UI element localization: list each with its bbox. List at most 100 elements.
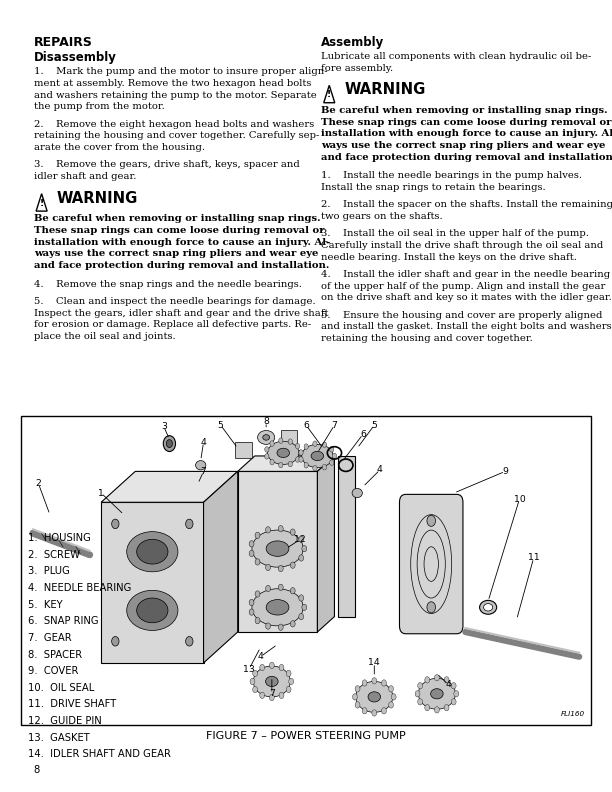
Text: Assembly: Assembly bbox=[321, 36, 384, 48]
Circle shape bbox=[279, 664, 284, 671]
Polygon shape bbox=[237, 471, 318, 632]
Text: 3: 3 bbox=[161, 422, 166, 431]
Ellipse shape bbox=[136, 598, 168, 623]
Circle shape bbox=[330, 460, 334, 466]
Text: Be careful when removing or installing snap rings.: Be careful when removing or installing s… bbox=[321, 106, 608, 115]
Text: the pump from the motor.: the pump from the motor. bbox=[34, 102, 165, 112]
Circle shape bbox=[296, 457, 300, 463]
Text: retaining the housing and cover together.: retaining the housing and cover together… bbox=[321, 334, 533, 343]
Text: for erosion or damage. Replace all defective parts. Re-: for erosion or damage. Replace all defec… bbox=[34, 320, 311, 329]
Circle shape bbox=[166, 440, 173, 447]
Text: installation with enough force to cause an injury. Al-: installation with enough force to cause … bbox=[321, 129, 612, 139]
Ellipse shape bbox=[266, 541, 289, 556]
Circle shape bbox=[302, 604, 307, 611]
Circle shape bbox=[353, 694, 357, 700]
Text: 2.  SCREW: 2. SCREW bbox=[28, 550, 80, 560]
Text: 8: 8 bbox=[263, 417, 269, 426]
Circle shape bbox=[372, 710, 377, 716]
Circle shape bbox=[323, 442, 327, 447]
Circle shape bbox=[451, 699, 456, 705]
Ellipse shape bbox=[252, 588, 303, 626]
Circle shape bbox=[111, 520, 119, 529]
Circle shape bbox=[427, 516, 436, 527]
Circle shape bbox=[290, 529, 295, 535]
Circle shape bbox=[302, 546, 307, 552]
Circle shape bbox=[435, 675, 439, 681]
Text: 8: 8 bbox=[34, 764, 40, 775]
Circle shape bbox=[332, 453, 337, 459]
Text: 5: 5 bbox=[371, 421, 377, 429]
Text: 3.    Install the oil seal in the upper half of the pump.: 3. Install the oil seal in the upper hal… bbox=[321, 229, 589, 238]
Text: 9: 9 bbox=[502, 467, 508, 476]
Circle shape bbox=[299, 536, 304, 543]
Circle shape bbox=[323, 464, 327, 470]
Circle shape bbox=[279, 692, 284, 699]
Circle shape bbox=[372, 678, 377, 684]
Circle shape bbox=[444, 705, 449, 711]
Text: !: ! bbox=[327, 90, 331, 100]
Ellipse shape bbox=[127, 531, 178, 572]
Text: and face protection during removal and installation.: and face protection during removal and i… bbox=[321, 153, 612, 162]
FancyBboxPatch shape bbox=[280, 429, 297, 445]
Circle shape bbox=[425, 705, 430, 711]
Circle shape bbox=[299, 450, 303, 455]
Text: 4.  NEEDLE BEARING: 4. NEEDLE BEARING bbox=[28, 583, 131, 593]
Circle shape bbox=[313, 466, 317, 471]
Ellipse shape bbox=[419, 678, 455, 710]
Circle shape bbox=[249, 541, 254, 547]
Ellipse shape bbox=[267, 441, 299, 464]
Text: 5.  KEY: 5. KEY bbox=[28, 600, 62, 610]
Circle shape bbox=[265, 447, 269, 452]
Circle shape bbox=[278, 565, 283, 572]
Circle shape bbox=[355, 702, 360, 708]
Ellipse shape bbox=[311, 451, 324, 461]
Text: 1.    Install the needle bearings in the pump halves.: 1. Install the needle bearings in the pu… bbox=[321, 171, 582, 180]
Text: REPAIRS: REPAIRS bbox=[34, 36, 92, 48]
Text: 4: 4 bbox=[446, 680, 451, 689]
Circle shape bbox=[249, 550, 254, 557]
Text: 12: 12 bbox=[294, 535, 306, 544]
Circle shape bbox=[299, 595, 304, 601]
Text: These snap rings can come loose during removal or: These snap rings can come loose during r… bbox=[321, 118, 612, 127]
Text: and washers retaining the pump to the motor. Separate: and washers retaining the pump to the mo… bbox=[34, 91, 316, 100]
Text: 7: 7 bbox=[332, 421, 337, 429]
Text: and face protection during removal and installation.: and face protection during removal and i… bbox=[34, 261, 329, 270]
Circle shape bbox=[289, 678, 294, 684]
Text: needle bearing. Install the keys on the drive shaft.: needle bearing. Install the keys on the … bbox=[321, 253, 577, 261]
Ellipse shape bbox=[258, 431, 275, 444]
Text: idler shaft and gear.: idler shaft and gear. bbox=[34, 172, 136, 181]
Circle shape bbox=[389, 702, 394, 708]
Circle shape bbox=[299, 457, 303, 463]
Text: 2: 2 bbox=[35, 479, 42, 488]
Polygon shape bbox=[204, 471, 237, 663]
Text: 1.  HOUSING: 1. HOUSING bbox=[28, 533, 91, 543]
Text: place the oil seal and joints.: place the oil seal and joints. bbox=[34, 332, 175, 341]
Text: 2.    Remove the eight hexagon head bolts and washers: 2. Remove the eight hexagon head bolts a… bbox=[34, 120, 314, 129]
Text: 7: 7 bbox=[269, 689, 275, 699]
Bar bbox=[101, 502, 204, 663]
Circle shape bbox=[296, 444, 300, 449]
Text: installation with enough force to cause an injury. Al-: installation with enough force to cause … bbox=[34, 238, 330, 247]
Text: WARNING: WARNING bbox=[345, 82, 426, 97]
Text: Inspect the gears, idler shaft and gear and the drive shaft: Inspect the gears, idler shaft and gear … bbox=[34, 309, 328, 318]
Text: Lubricate all components with clean hydraulic oil be-: Lubricate all components with clean hydr… bbox=[321, 52, 592, 61]
Text: 3.  PLUG: 3. PLUG bbox=[28, 566, 69, 577]
Text: 8.  SPACER: 8. SPACER bbox=[28, 649, 81, 660]
Bar bbox=[21, 416, 591, 725]
Ellipse shape bbox=[403, 502, 460, 626]
Circle shape bbox=[266, 527, 271, 533]
Text: arate the cover from the housing.: arate the cover from the housing. bbox=[34, 143, 204, 152]
Text: and install the gasket. Install the eight bolts and washers: and install the gasket. Install the eigh… bbox=[321, 322, 612, 331]
Text: 4: 4 bbox=[377, 466, 383, 474]
Text: 4.    Install the idler shaft and gear in the needle bearing: 4. Install the idler shaft and gear in t… bbox=[321, 270, 610, 279]
Circle shape bbox=[435, 706, 439, 713]
Ellipse shape bbox=[196, 461, 206, 470]
Text: 12.  GUIDE PIN: 12. GUIDE PIN bbox=[28, 716, 102, 726]
Circle shape bbox=[270, 441, 274, 447]
Ellipse shape bbox=[368, 691, 381, 702]
Text: ways use the correct snap ring pliers and wear eye: ways use the correct snap ring pliers an… bbox=[321, 141, 606, 150]
Circle shape bbox=[389, 686, 394, 692]
Ellipse shape bbox=[263, 435, 269, 440]
Circle shape bbox=[249, 600, 254, 606]
Text: Carefully install the drive shaft through the oil seal and: Carefully install the drive shaft throug… bbox=[321, 241, 603, 249]
